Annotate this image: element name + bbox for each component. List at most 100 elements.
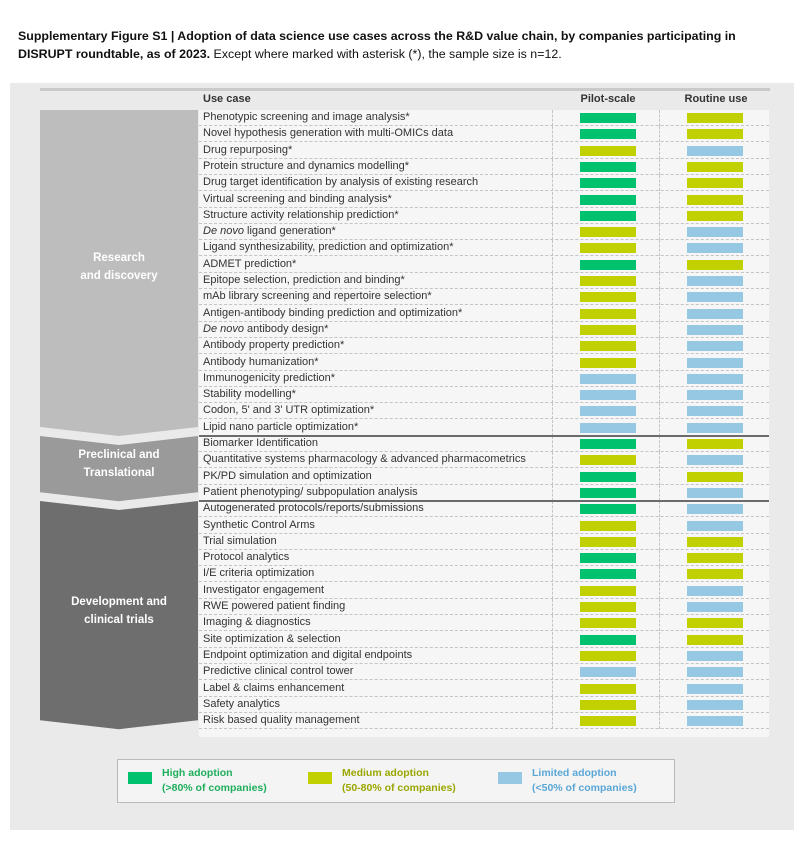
row-divider bbox=[199, 141, 769, 143]
table-row: mAb library screening and repertoire sel… bbox=[199, 289, 769, 306]
routine-use-adoption-bar bbox=[687, 455, 743, 466]
table-row: Lipid nano particle optimization* bbox=[199, 419, 769, 436]
row-divider bbox=[199, 630, 769, 632]
row-divider bbox=[199, 402, 769, 404]
table-row: Codon, 5' and 3' UTR optimization* bbox=[199, 403, 769, 420]
column-divider bbox=[659, 370, 660, 387]
routine-use-adoption-bar bbox=[687, 618, 743, 629]
table-row: Trial simulation bbox=[199, 533, 769, 550]
stage-chevron-shape bbox=[40, 110, 198, 436]
pilot-scale-adoption-bar bbox=[580, 178, 636, 189]
column-divider bbox=[659, 224, 660, 241]
legend-swatch-high bbox=[128, 772, 152, 784]
caption-note: Except where marked with asterisk (*), t… bbox=[210, 47, 562, 61]
column-divider bbox=[552, 110, 553, 126]
routine-use-adoption-bar bbox=[687, 585, 743, 596]
row-divider bbox=[199, 271, 769, 273]
stage-label: Development and clinical trials bbox=[40, 593, 198, 629]
use-case-label: Antigen-antibody binding prediction and … bbox=[203, 306, 463, 319]
row-divider bbox=[199, 385, 769, 387]
table-row: I/E criteria optimization bbox=[199, 566, 769, 583]
row-divider bbox=[199, 353, 769, 355]
table-row: Stability modelling* bbox=[199, 387, 769, 404]
table-row: Biomarker Identification bbox=[199, 436, 769, 452]
routine-use-adoption-bar bbox=[687, 324, 743, 335]
column-divider bbox=[659, 501, 660, 518]
column-divider bbox=[659, 289, 660, 306]
column-divider bbox=[552, 631, 553, 648]
table-row: Imaging & diagnostics bbox=[199, 615, 769, 632]
use-case-label: Antibody property prediction* bbox=[203, 339, 345, 352]
column-divider bbox=[659, 110, 660, 126]
stage-chevron-shape bbox=[40, 436, 198, 502]
column-divider bbox=[659, 533, 660, 550]
table-row: Ligand synthesizability, prediction and … bbox=[199, 240, 769, 257]
column-divider bbox=[552, 321, 553, 338]
routine-use-adoption-bar bbox=[687, 716, 743, 727]
pilot-scale-adoption-bar bbox=[580, 406, 636, 417]
pilot-scale-adoption-bar bbox=[580, 341, 636, 352]
legend-label-line: (>80% of companies) bbox=[162, 782, 267, 794]
use-case-label: Protein structure and dynamics modelling… bbox=[203, 159, 410, 172]
column-divider bbox=[659, 550, 660, 567]
table-row: Structure activity relationship predicti… bbox=[199, 207, 769, 224]
use-case-label: Site optimization & selection bbox=[203, 632, 341, 645]
column-divider bbox=[552, 468, 553, 485]
column-divider bbox=[552, 599, 553, 615]
routine-use-adoption-bar bbox=[687, 602, 743, 612]
group-divider bbox=[199, 435, 769, 437]
column-divider bbox=[659, 142, 660, 159]
table-row: Antigen-antibody binding prediction and … bbox=[199, 305, 769, 322]
column-divider bbox=[659, 713, 660, 730]
stage-label-line: Translational bbox=[83, 467, 155, 480]
use-case-label: Autogenerated protocols/reports/submissi… bbox=[203, 502, 424, 515]
routine-use-adoption-bar bbox=[687, 145, 743, 156]
use-case-label: Protocol analytics bbox=[203, 551, 290, 564]
use-case-label: Risk based quality management bbox=[203, 714, 360, 727]
use-case-label: Drug target identification by analysis o… bbox=[203, 176, 479, 189]
routine-use-adoption-bar bbox=[687, 634, 743, 645]
use-case-label: Stability modelling* bbox=[203, 388, 296, 401]
stage-chevron bbox=[40, 110, 198, 436]
figure-caption: Supplementary Figure S1 | Adoption of da… bbox=[18, 27, 788, 63]
column-divider bbox=[552, 175, 553, 192]
header-rule bbox=[40, 88, 770, 91]
use-case-label: ADMET prediction* bbox=[203, 257, 297, 270]
column-divider bbox=[552, 403, 553, 420]
table-row: Safety analytics bbox=[199, 696, 769, 713]
use-case-label: Immunogenicity prediction* bbox=[203, 371, 336, 384]
legend-label-medium: Medium adoption (50-80% of companies) bbox=[342, 766, 456, 796]
routine-use-adoption-bar bbox=[687, 536, 743, 547]
column-divider bbox=[552, 419, 553, 436]
column-divider bbox=[659, 631, 660, 648]
table-row: Patient phenotyping/ subpopulation analy… bbox=[199, 484, 769, 501]
pilot-scale-adoption-bar bbox=[580, 487, 636, 498]
column-divider bbox=[659, 582, 660, 599]
table-row: Drug target identification by analysis o… bbox=[199, 175, 769, 192]
routine-use-adoption-bar bbox=[687, 259, 743, 270]
use-case-label: Imaging & diagnostics bbox=[203, 616, 311, 629]
stage-label: Preclinical and Translational bbox=[40, 446, 198, 482]
column-divider bbox=[552, 338, 553, 355]
routine-use-adoption-bar bbox=[687, 292, 743, 303]
pilot-scale-adoption-bar bbox=[580, 553, 636, 564]
row-divider bbox=[199, 467, 769, 469]
stage-chevron bbox=[40, 436, 198, 502]
column-divider bbox=[659, 599, 660, 615]
column-divider bbox=[659, 354, 660, 371]
column-divider bbox=[552, 256, 553, 273]
routine-use-adoption-bar bbox=[687, 357, 743, 368]
column-header-use-case: Use case bbox=[203, 93, 251, 105]
table-row: Risk based quality management bbox=[199, 713, 769, 730]
table-row: Label & claims enhancement bbox=[199, 680, 769, 697]
use-case-label: Predictive clinical control tower bbox=[203, 665, 354, 678]
pilot-scale-adoption-bar bbox=[580, 455, 636, 466]
row-divider bbox=[199, 206, 769, 208]
use-case-label: Codon, 5' and 3' UTR optimization* bbox=[203, 404, 375, 417]
use-case-label: Novel hypothesis generation with multi-O… bbox=[203, 127, 454, 140]
column-divider bbox=[659, 419, 660, 436]
use-case-label: Safety analytics bbox=[203, 697, 281, 710]
pilot-scale-adoption-bar bbox=[580, 161, 636, 172]
legend-label-line: Medium adoption bbox=[342, 767, 429, 779]
pilot-scale-adoption-bar bbox=[580, 276, 636, 286]
